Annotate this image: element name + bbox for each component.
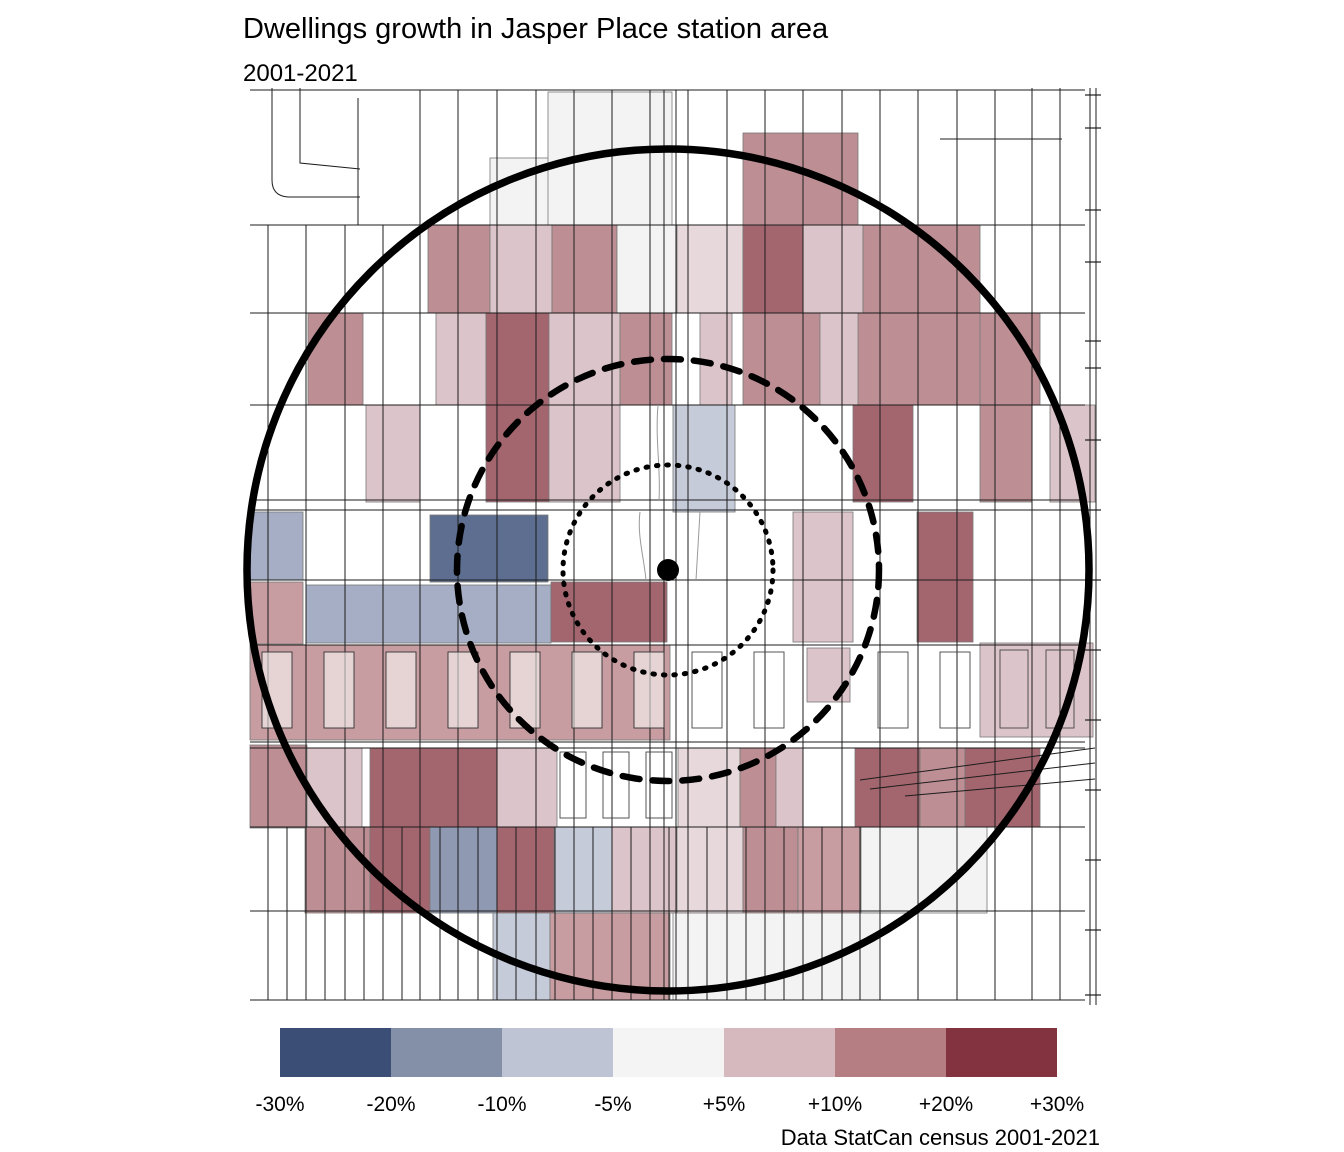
legend-label: -30% (255, 1093, 304, 1116)
census-block (742, 132, 859, 229)
census-block (369, 747, 498, 828)
lot-parcel (877, 651, 909, 729)
census-block (304, 826, 371, 914)
legend-label: -10% (477, 1093, 526, 1116)
legend-swatch (724, 1028, 835, 1077)
minor-road-path (695, 511, 701, 581)
census-block (305, 584, 552, 644)
census-block (249, 744, 308, 829)
distance-rings-layer (243, 145, 1093, 995)
census-block (553, 826, 613, 914)
legend-label: -5% (594, 1093, 631, 1116)
road-path (904, 778, 1096, 797)
lot-parcel (385, 651, 417, 729)
census-block (489, 224, 553, 314)
legend-label: +30% (1030, 1093, 1084, 1116)
legend-label: +20% (919, 1093, 973, 1116)
census-block (742, 826, 799, 914)
lot-parcels-layer (261, 649, 1075, 819)
data-source-caption: Data StatCan census 2001-2021 (781, 1125, 1100, 1150)
minor-road-path (638, 511, 647, 581)
census-block (365, 404, 421, 503)
legend-label: +5% (703, 1093, 746, 1116)
census-block (819, 312, 859, 406)
census-block (548, 404, 621, 503)
lot-parcel (939, 651, 971, 729)
legend-swatch (502, 1028, 613, 1077)
census-block (916, 511, 974, 643)
lot-parcel (753, 651, 785, 729)
census-block (611, 826, 678, 914)
road-path (869, 762, 1096, 790)
census-block (249, 511, 304, 581)
lot-parcel (571, 651, 603, 729)
road-path (859, 747, 1096, 781)
census-block (792, 511, 854, 643)
census-block (806, 647, 851, 703)
census-block (979, 404, 1033, 503)
census-block (797, 826, 862, 914)
census-block (854, 747, 921, 828)
census-block (802, 224, 864, 314)
station-dot (657, 559, 679, 581)
outer-ring (243, 145, 1093, 995)
legend-label: +10% (808, 1093, 862, 1116)
census-block (369, 826, 431, 914)
census-block (979, 642, 1094, 738)
census-block (676, 826, 744, 914)
middle-ring (453, 355, 883, 785)
lot-parcel (691, 651, 723, 729)
census-block (496, 826, 555, 914)
census-block (429, 826, 498, 914)
page-title: Dwellings growth in Jasper Place station… (243, 13, 829, 45)
inner-ring (560, 462, 776, 678)
census-block (435, 312, 487, 406)
lot-parcel (323, 651, 355, 729)
page-subtitle: 2001-2021 (243, 60, 358, 87)
census-block (672, 404, 736, 513)
lot-parcel (633, 651, 665, 729)
legend-swatch (946, 1028, 1057, 1077)
lot-parcel (645, 751, 673, 819)
census-block (307, 312, 364, 406)
legend-label: -20% (366, 1093, 415, 1116)
lot-parcel (509, 651, 541, 729)
census-block (249, 581, 304, 645)
census-block (616, 224, 678, 314)
road-path (299, 88, 361, 170)
census-block (485, 312, 550, 406)
street-grid-layer (250, 88, 1101, 1005)
census-block (677, 747, 741, 828)
minor-road-path (656, 404, 660, 501)
legend-swatch (835, 1028, 946, 1077)
lot-parcel (447, 651, 479, 729)
lot-parcel (999, 649, 1029, 729)
lot-parcel (559, 751, 587, 819)
census-block (775, 747, 804, 828)
census-block (676, 224, 744, 314)
census-block (496, 747, 558, 828)
census-block (919, 747, 966, 828)
census-block (429, 514, 549, 583)
road-path (271, 88, 360, 198)
color-scale-legend: -30% -20% -10% -5% +5% +10% +20% +30% (255, 1028, 1084, 1116)
census-block (551, 224, 618, 314)
legend-swatch (280, 1028, 391, 1077)
legend-swatch (613, 1028, 724, 1077)
legend-swatch (391, 1028, 502, 1077)
census-block (742, 224, 804, 314)
lot-parcel (602, 751, 630, 819)
census-block (427, 224, 491, 314)
census-block (306, 747, 363, 828)
